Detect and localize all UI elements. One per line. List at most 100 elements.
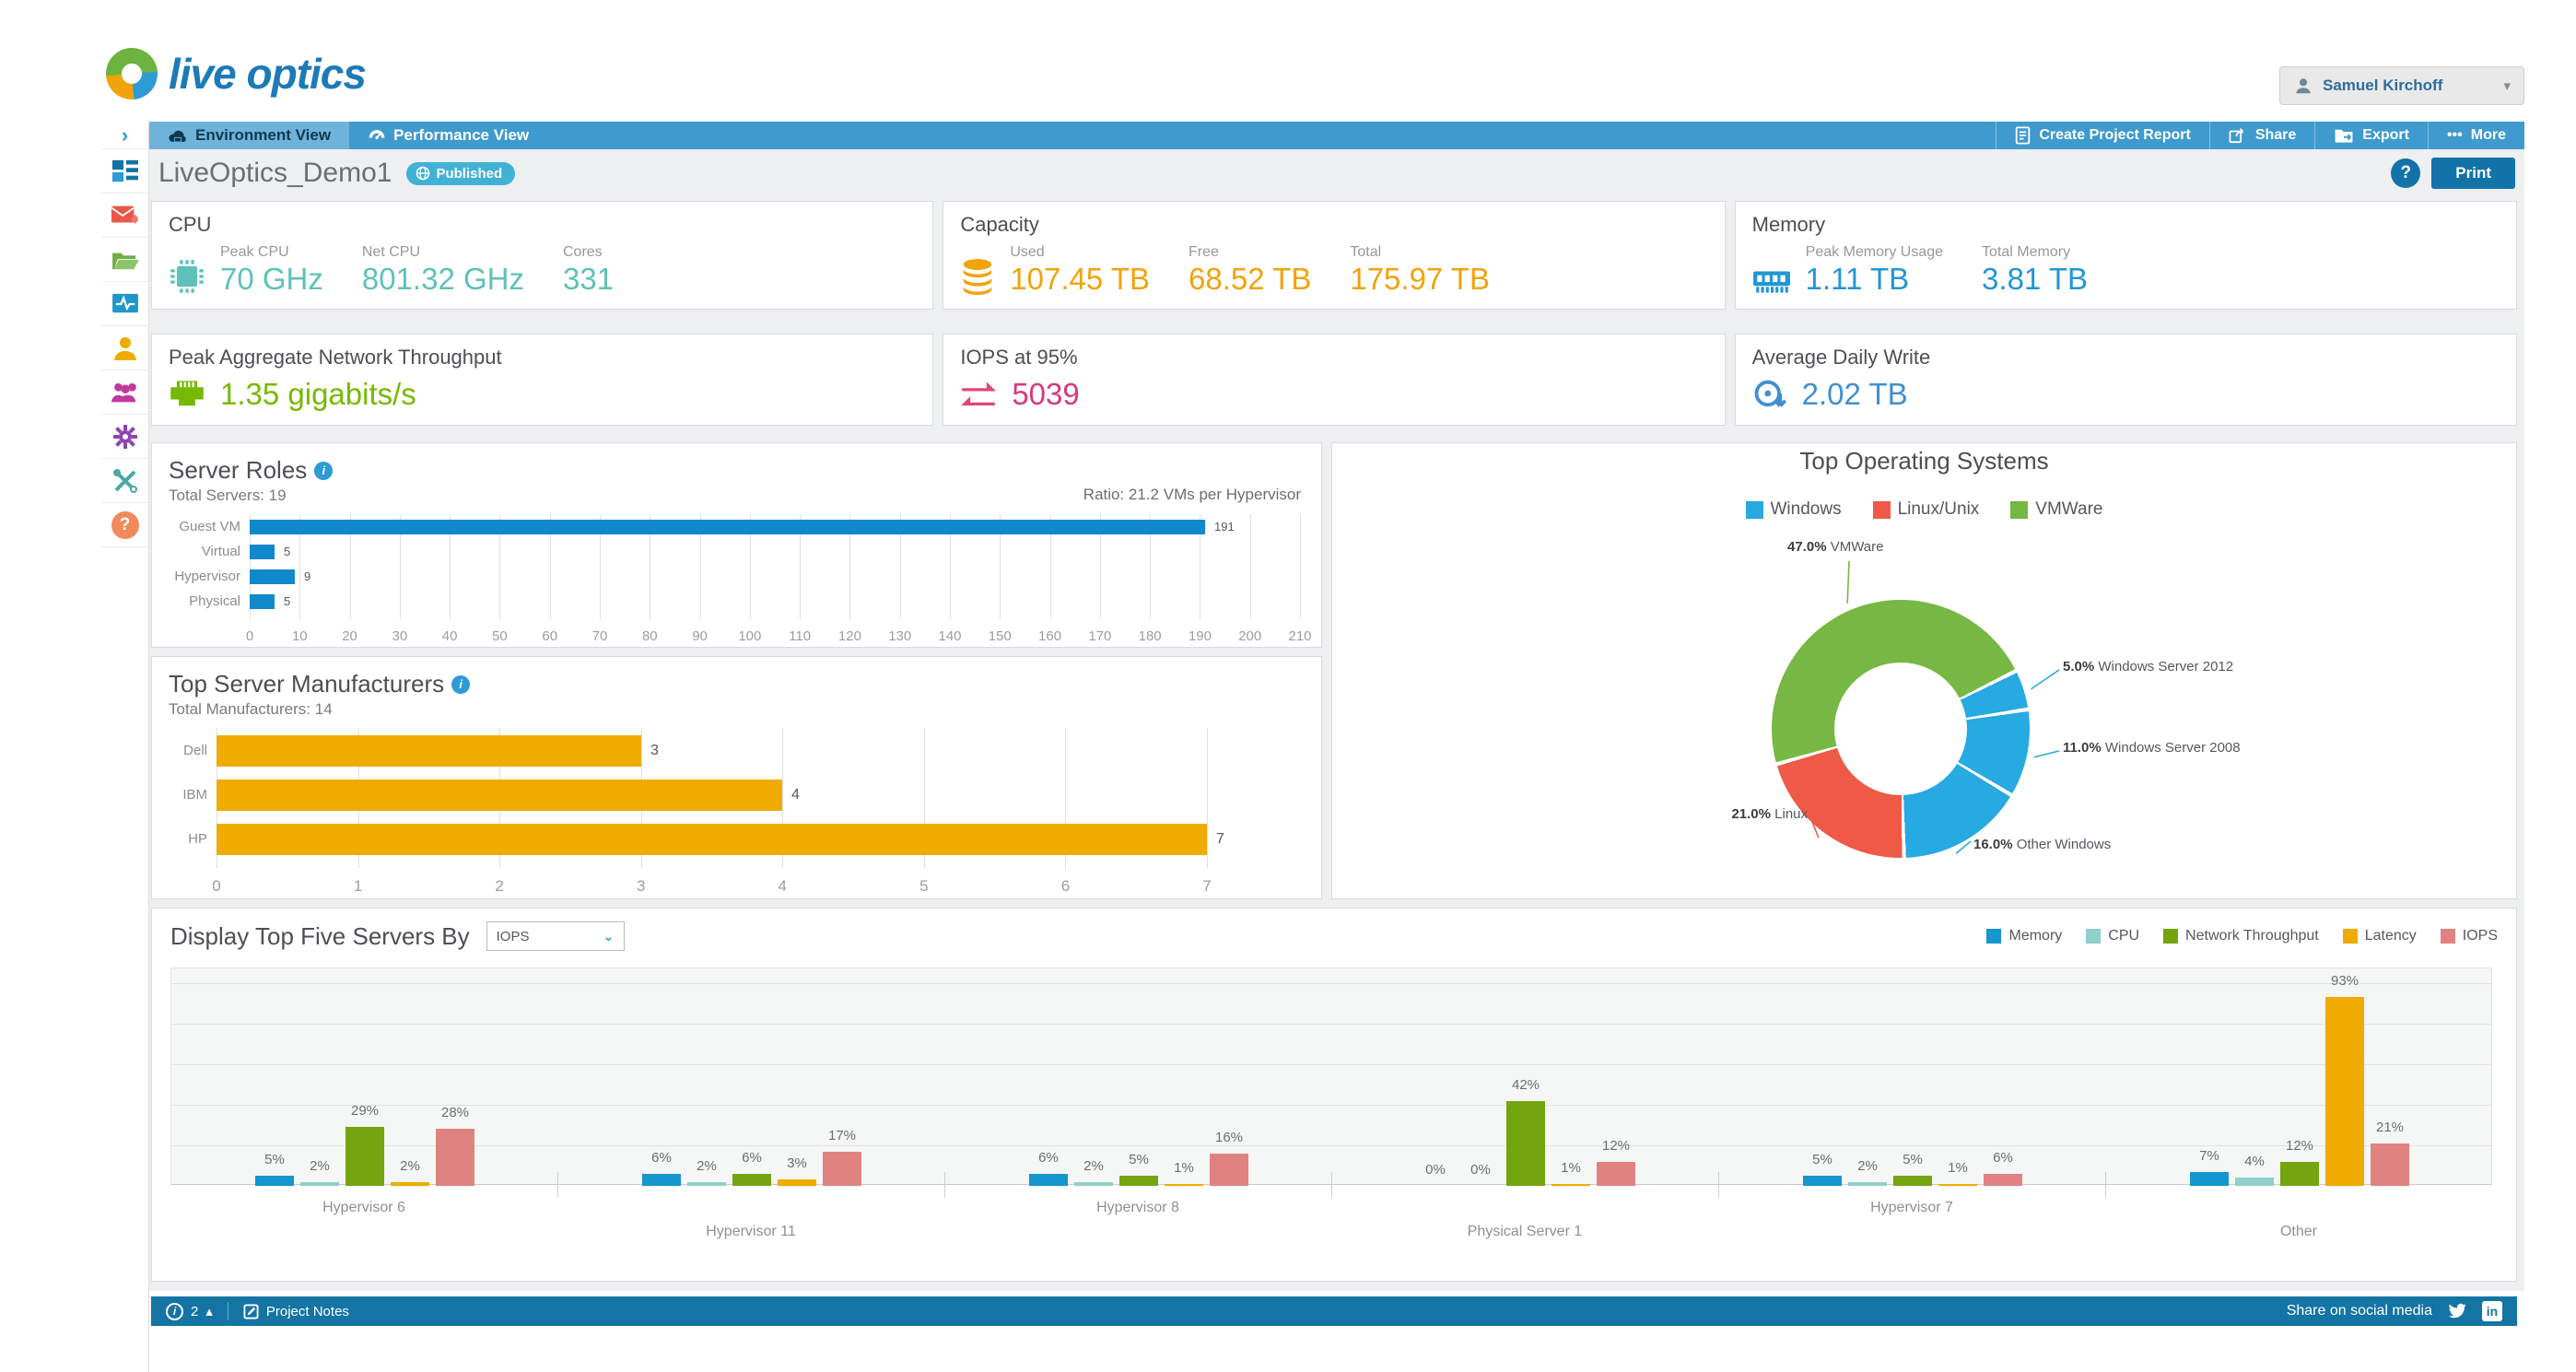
bar (732, 1174, 771, 1186)
create-project-report-button[interactable]: Create Project Report (1996, 122, 2209, 149)
grid-line (950, 514, 951, 619)
bar-value-label: 2% (697, 1158, 717, 1174)
info-icon[interactable]: i (451, 674, 471, 694)
chart-subtitle: Total Servers: 19 (169, 487, 287, 504)
users-group-icon (111, 382, 136, 402)
tab-environment-view[interactable]: Environment View (149, 122, 350, 149)
donut-label: 16.0% Other Windows (1973, 837, 2112, 852)
bar (217, 824, 1207, 855)
info-icon[interactable]: i (314, 461, 334, 480)
bar-value-label: 12% (1601, 1138, 1631, 1154)
x-tick-label: 2 (495, 877, 504, 895)
category-label: IBM (182, 787, 207, 803)
sidebar-item-performance[interactable] (101, 282, 148, 326)
sidebar-item-mail[interactable] (101, 193, 148, 238)
grid-line (171, 983, 2491, 984)
print-button[interactable]: Print (2431, 158, 2515, 189)
legend-item: Memory (1986, 928, 2062, 944)
sidebar-item-projects[interactable] (101, 238, 148, 282)
x-tick-label: 60 (542, 628, 558, 644)
bar-value-label: 6% (651, 1150, 672, 1166)
legend-label: Windows (1770, 499, 1842, 519)
x-tick-label: 70 (591, 628, 608, 644)
metric-cores: Cores 331 (562, 244, 615, 296)
notifications-toggle[interactable]: i 2 ▴ (166, 1302, 213, 1320)
x-tick-label: 0 (245, 628, 254, 644)
tab-performance-view[interactable]: Performance View (349, 122, 547, 149)
tab-label: Performance View (393, 126, 530, 144)
category-label: Guest VM (179, 519, 240, 534)
x-tick-label: 180 (1138, 628, 1162, 644)
share-icon (2229, 128, 2243, 144)
sidebar-item-settings[interactable] (101, 415, 148, 459)
bar (642, 1174, 681, 1186)
legend-swatch (1872, 500, 1891, 519)
bar (2325, 997, 2364, 1186)
os-legend: Windows Linux/Unix VMWare (1332, 499, 2516, 520)
sidebar-item-user[interactable] (101, 326, 148, 370)
sidebar-item-tools[interactable] (101, 459, 148, 503)
metric-net-cpu: Net CPU 801.32 GHz (361, 244, 524, 296)
selected-metric: IOPS (496, 928, 530, 944)
grid-line (549, 514, 551, 619)
bar-value-label: 7% (2199, 1148, 2219, 1164)
legend-item: VMWare (2010, 499, 2103, 520)
bar-value-label: 2% (400, 1158, 420, 1174)
card-title: IOPS at 95% (960, 346, 1078, 369)
project-notes-button[interactable]: Project Notes (243, 1304, 349, 1319)
bar (1119, 1176, 1158, 1186)
nav-action-label: Create Project Report (2039, 127, 2191, 143)
donut-hole (1834, 663, 1967, 795)
user-menu[interactable]: Samuel Kirchoff ▾ (2279, 66, 2524, 105)
gauge-icon (369, 130, 385, 140)
share-social-label: Share on social media (2286, 1303, 2432, 1319)
x-tick-label: 170 (1088, 628, 1112, 644)
share-button[interactable]: Share (2208, 122, 2314, 149)
help-button[interactable]: ? (2391, 158, 2421, 188)
iops-card: IOPS at 95% 5039 (943, 334, 1726, 426)
page-title: LiveOptics_Demo1 (158, 158, 392, 188)
sidebar-item-team[interactable] (101, 370, 148, 415)
grid-line (399, 514, 401, 619)
disk-write-icon (1754, 380, 1786, 407)
x-tick-label: 120 (837, 628, 861, 644)
dashboard-content: CPU Peak CPU 70 GHz Net CPU 801.32 GHz Cor… (149, 197, 2524, 1291)
sidebar-item-help[interactable]: ? (101, 503, 148, 547)
activity-monitor-icon (111, 293, 138, 312)
metric-peak-memory: Peak Memory Usage 1.11 TB (1805, 244, 1944, 296)
export-button[interactable]: Export (2314, 122, 2428, 149)
bar-value-label: 5% (1129, 1152, 1149, 1167)
bar-value-label: 3% (787, 1155, 807, 1171)
donut-label: 47.0% VMWare (1787, 539, 1884, 555)
bar-value-label: 191 (1214, 520, 1235, 534)
grid-line (1065, 728, 1067, 868)
x-tick-label: 100 (738, 628, 762, 644)
top5-metric-select[interactable]: IOPS ⌄ (486, 921, 625, 951)
donut-label: 5.0% Windows Server 2012 (2063, 659, 2234, 674)
legend-item: IOPS (2440, 928, 2498, 944)
bar-value-label: 5 (284, 594, 291, 608)
top-os-card: Top Operating Systems Windows Linux/Unix V… (1331, 442, 2517, 899)
bar (255, 1176, 294, 1186)
caret-up-icon: ▴ (205, 1304, 213, 1319)
top-navigation: Environment View Performance View Create… (149, 122, 2524, 149)
bar (250, 594, 275, 609)
metric-network-throughput: 1.35 gigabits/s (220, 377, 416, 411)
bar-value-label: 28% (440, 1105, 470, 1120)
linkedin-icon[interactable]: in (2482, 1301, 2502, 1321)
grid-line (1000, 514, 1001, 619)
legend-swatch (2440, 929, 2455, 944)
sidebar-item-dashboard[interactable] (101, 149, 148, 193)
top-five-servers-card: Display Top Five Servers By IOPS ⌄ Memor… (151, 908, 2517, 1282)
footer-bar: i 2 ▴ Project Notes Share on social medi… (151, 1296, 2517, 1326)
grid-line (349, 514, 351, 619)
more-button[interactable]: ••• More (2427, 122, 2524, 149)
bar-value-label: 2% (1083, 1158, 1104, 1174)
legend-item: Network Throughput (2163, 928, 2319, 944)
folder-export-icon (2335, 129, 2353, 143)
twitter-icon[interactable] (2447, 1303, 2467, 1319)
sidebar-expand-chevron-icon[interactable]: › (101, 122, 148, 149)
daily-write-card: Average Daily Write 2.02 TB (1734, 334, 2517, 426)
group-separator (557, 1172, 558, 1198)
